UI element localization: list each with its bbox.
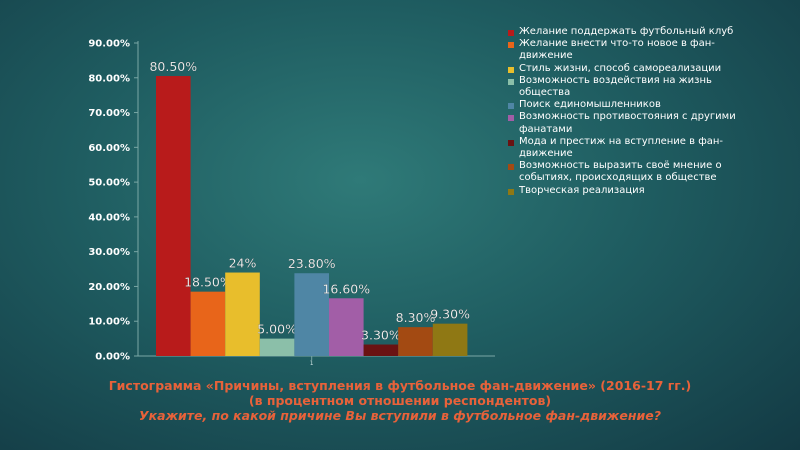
legend-label: Мода и престиж на вступление в фан-движе… — [519, 135, 724, 160]
y-tick-label: 60.00% — [88, 143, 130, 154]
bar — [190, 291, 226, 356]
legend-label: Возможность противостояния с другими фан… — [519, 111, 736, 135]
bar — [294, 273, 329, 356]
legend-swatch — [508, 115, 514, 122]
legend-item: Возможность воздействия на жизнь обществ… — [508, 75, 748, 99]
legend-label: Возможность выразить своё мнение о событ… — [519, 160, 722, 184]
legend-label: Творческая реализация — [519, 184, 645, 196]
legend-label: Поиск единомышленников — [519, 99, 661, 111]
y-tick-label: 70.00% — [88, 108, 130, 119]
y-tick-label: 40.00% — [88, 212, 130, 223]
bar — [225, 272, 260, 356]
legend-swatch — [508, 103, 514, 110]
bar — [432, 323, 468, 356]
data-label: 3.30% — [361, 328, 401, 343]
legend-item: Мода и престиж на вступление в фан-движе… — [508, 136, 748, 160]
data-label: 5.00% — [257, 322, 297, 337]
legend-swatch — [508, 139, 514, 146]
legend-swatch — [508, 30, 514, 36]
legend-item: Стиль жизни, способ самореализации — [508, 63, 748, 75]
legend-swatch — [508, 188, 514, 195]
y-tick-label: 80.00% — [88, 73, 130, 84]
y-tick-label: 30.00% — [88, 247, 130, 258]
data-label: 23.80% — [288, 256, 336, 271]
legend-swatch — [508, 42, 514, 49]
bar — [329, 298, 364, 356]
caption-subtitle: (в процентном отношении респондентов) — [248, 393, 552, 408]
x-tick-label: 1 — [310, 360, 314, 367]
data-label: 18.50% — [184, 275, 232, 290]
legend-item: Желание внести что-то новое в фан-движен… — [508, 38, 748, 62]
legend-label: Стиль жизни, способ самореализации — [519, 62, 722, 74]
y-tick-label: 20.00% — [88, 282, 130, 293]
data-label: 16.60% — [322, 281, 370, 296]
legend-label: Желание поддержать футбольный клуб — [519, 26, 734, 37]
data-label: 8.30% — [396, 310, 436, 325]
y-tick-label: 90.00% — [88, 39, 130, 50]
legend-label: Желание внести что-то новое в фан-движен… — [519, 38, 715, 62]
y-tick-label: 50.00% — [88, 178, 130, 189]
chart-legend: Желание поддержать футбольный клуб Желани… — [508, 26, 748, 197]
bar — [398, 327, 433, 356]
caption-question: Укажите, по какой причине Вы вступили в … — [139, 408, 661, 423]
legend-swatch — [508, 78, 514, 85]
y-tick-label: 10.00% — [88, 317, 130, 328]
legend-item: Поиск единомышленников — [508, 99, 748, 111]
legend-swatch — [508, 164, 514, 171]
legend-label: Возможность воздействия на жизнь обществ… — [519, 74, 712, 99]
data-label: 9.30% — [430, 307, 470, 322]
chart-caption: Гистограмма «Причины, вступления в футбо… — [0, 378, 800, 423]
legend-item: Возможность выразить своё мнение о событ… — [508, 160, 748, 184]
bar — [363, 344, 399, 356]
bar — [156, 76, 191, 357]
legend-item: Желание поддержать футбольный клуб — [508, 26, 748, 38]
legend-item: Возможность противостояния с другими фан… — [508, 111, 748, 135]
legend-swatch — [508, 66, 514, 73]
bar — [259, 338, 295, 356]
data-label: 80.50% — [149, 59, 197, 74]
legend-item: Творческая реализация — [508, 185, 748, 197]
data-label: 24% — [229, 256, 257, 271]
caption-title: Гистограмма «Причины, вступления в футбо… — [108, 378, 692, 393]
y-tick-label: 0.00% — [95, 352, 130, 363]
